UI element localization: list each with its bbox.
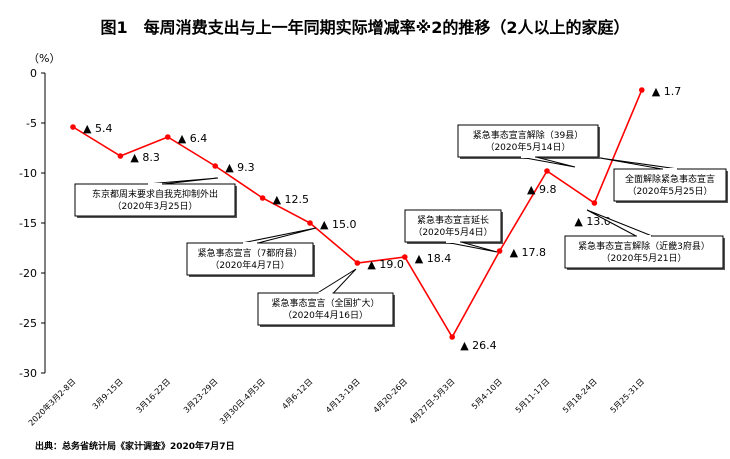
chart-title: 图1 每周消费支出与上一年同期实际增减率※2的推移（2人以上的家庭） (100, 18, 630, 37)
x-tick-label: 5月25-31日 (608, 377, 646, 415)
data-point (639, 87, 645, 93)
callout-text: 紧急事态宣言（7都府县） (198, 247, 303, 259)
y-tick-label: 0 (30, 67, 37, 80)
data-label: ▲ 15.0 (320, 218, 356, 231)
callout-box (613, 168, 727, 202)
data-point (117, 153, 124, 159)
x-tick-label: 4月20-26日 (371, 377, 409, 415)
data-point (354, 260, 361, 266)
callout-text: 全面解除紧急事态宣言 (625, 173, 715, 185)
callout-box (186, 242, 314, 276)
callout-seam (318, 292, 333, 294)
data-point (70, 124, 76, 130)
data-label: ▲ 9.8 (527, 183, 556, 196)
callout-text: （2020年4月16日） (283, 309, 368, 321)
data-label: ▲ 9.3 (225, 161, 254, 174)
data-point (544, 168, 550, 174)
callout-text: （2020年5月25日） (627, 185, 712, 197)
data-point (591, 200, 598, 206)
data-point (165, 134, 171, 140)
callout-pointer (241, 227, 317, 244)
y-axis-unit: （%） (28, 52, 60, 65)
x-tick-label: 3月23-29日 (182, 377, 220, 415)
y-tick-label: -30 (19, 367, 37, 380)
callout-text: 紧急事态宣言延长 (417, 214, 489, 226)
callout-seam (446, 241, 460, 243)
data-label: ▲ 8.3 (130, 151, 159, 164)
x-tick-label: 4月13-19日 (324, 377, 362, 415)
y-tick-label: -15 (19, 217, 37, 230)
data-label: ▲ 5.4 (83, 122, 112, 135)
data-point (259, 195, 266, 201)
callout-seam (521, 156, 535, 158)
data-point (212, 163, 218, 169)
x-tick-label: 4月6-12日 (280, 377, 314, 411)
y-tick-label: -20 (19, 267, 37, 280)
callout-text: 紧急事态宣言（全国扩大） (271, 297, 379, 309)
callout-seam (663, 168, 677, 170)
data-label: ▲ 26.4 (460, 339, 496, 352)
callout-box (257, 292, 394, 326)
callout-text: （2020年5月4日） (413, 226, 492, 238)
y-tick-label: -10 (19, 167, 37, 180)
data-point (496, 248, 503, 254)
x-tick-label: 5月11-17日 (514, 377, 552, 415)
x-tick-label: 3月9-15日 (91, 377, 125, 411)
data-label: ▲ 19.0 (367, 258, 403, 271)
callout-text: 紧急事态宣言解除（近畿3府县） (578, 240, 710, 252)
data-label: ▲ 12.5 (273, 193, 309, 206)
y-tick-label: -5 (26, 117, 37, 130)
callout-text: （2020年5月21日） (601, 252, 686, 264)
data-label: ▲ 1.7 (652, 85, 681, 98)
x-tick-label: 2020年3月2-8日 (26, 376, 77, 427)
callout-text: （2020年3月25日） (112, 200, 197, 212)
callout-text: （2020年5月14日） (485, 141, 570, 153)
callout-seam (243, 242, 257, 244)
source-note: 出典：总务省统计局《家计调查》2020年7月7日 (35, 442, 235, 452)
callout-box (74, 183, 236, 217)
data-point (449, 334, 456, 340)
callout-text: （2020年4月7日） (210, 259, 289, 271)
data-label: ▲ 17.8 (510, 246, 546, 259)
callout-text: 紧急事态宣言解除（39县） (473, 129, 583, 141)
callout-seam (637, 235, 651, 237)
data-label: ▲ 18.4 (415, 252, 451, 265)
x-tick-label: 3月16-22日 (134, 377, 172, 415)
data-point (307, 220, 313, 226)
callout-text: 东京都周末要求自我克抑制外出 (92, 188, 218, 200)
data-point (402, 254, 408, 260)
x-tick-label: 5月4-10日 (470, 377, 504, 411)
x-tick-label: 4月27日-5月3日 (408, 377, 457, 426)
x-tick-label: 5月18-24日 (561, 377, 599, 415)
data-label: ▲ 6.4 (178, 132, 207, 145)
x-tick-label: 3月30日-4月5日 (218, 377, 267, 426)
callout-pointer (315, 268, 357, 294)
callout-seam (148, 183, 162, 185)
y-tick-label: -25 (19, 317, 37, 330)
